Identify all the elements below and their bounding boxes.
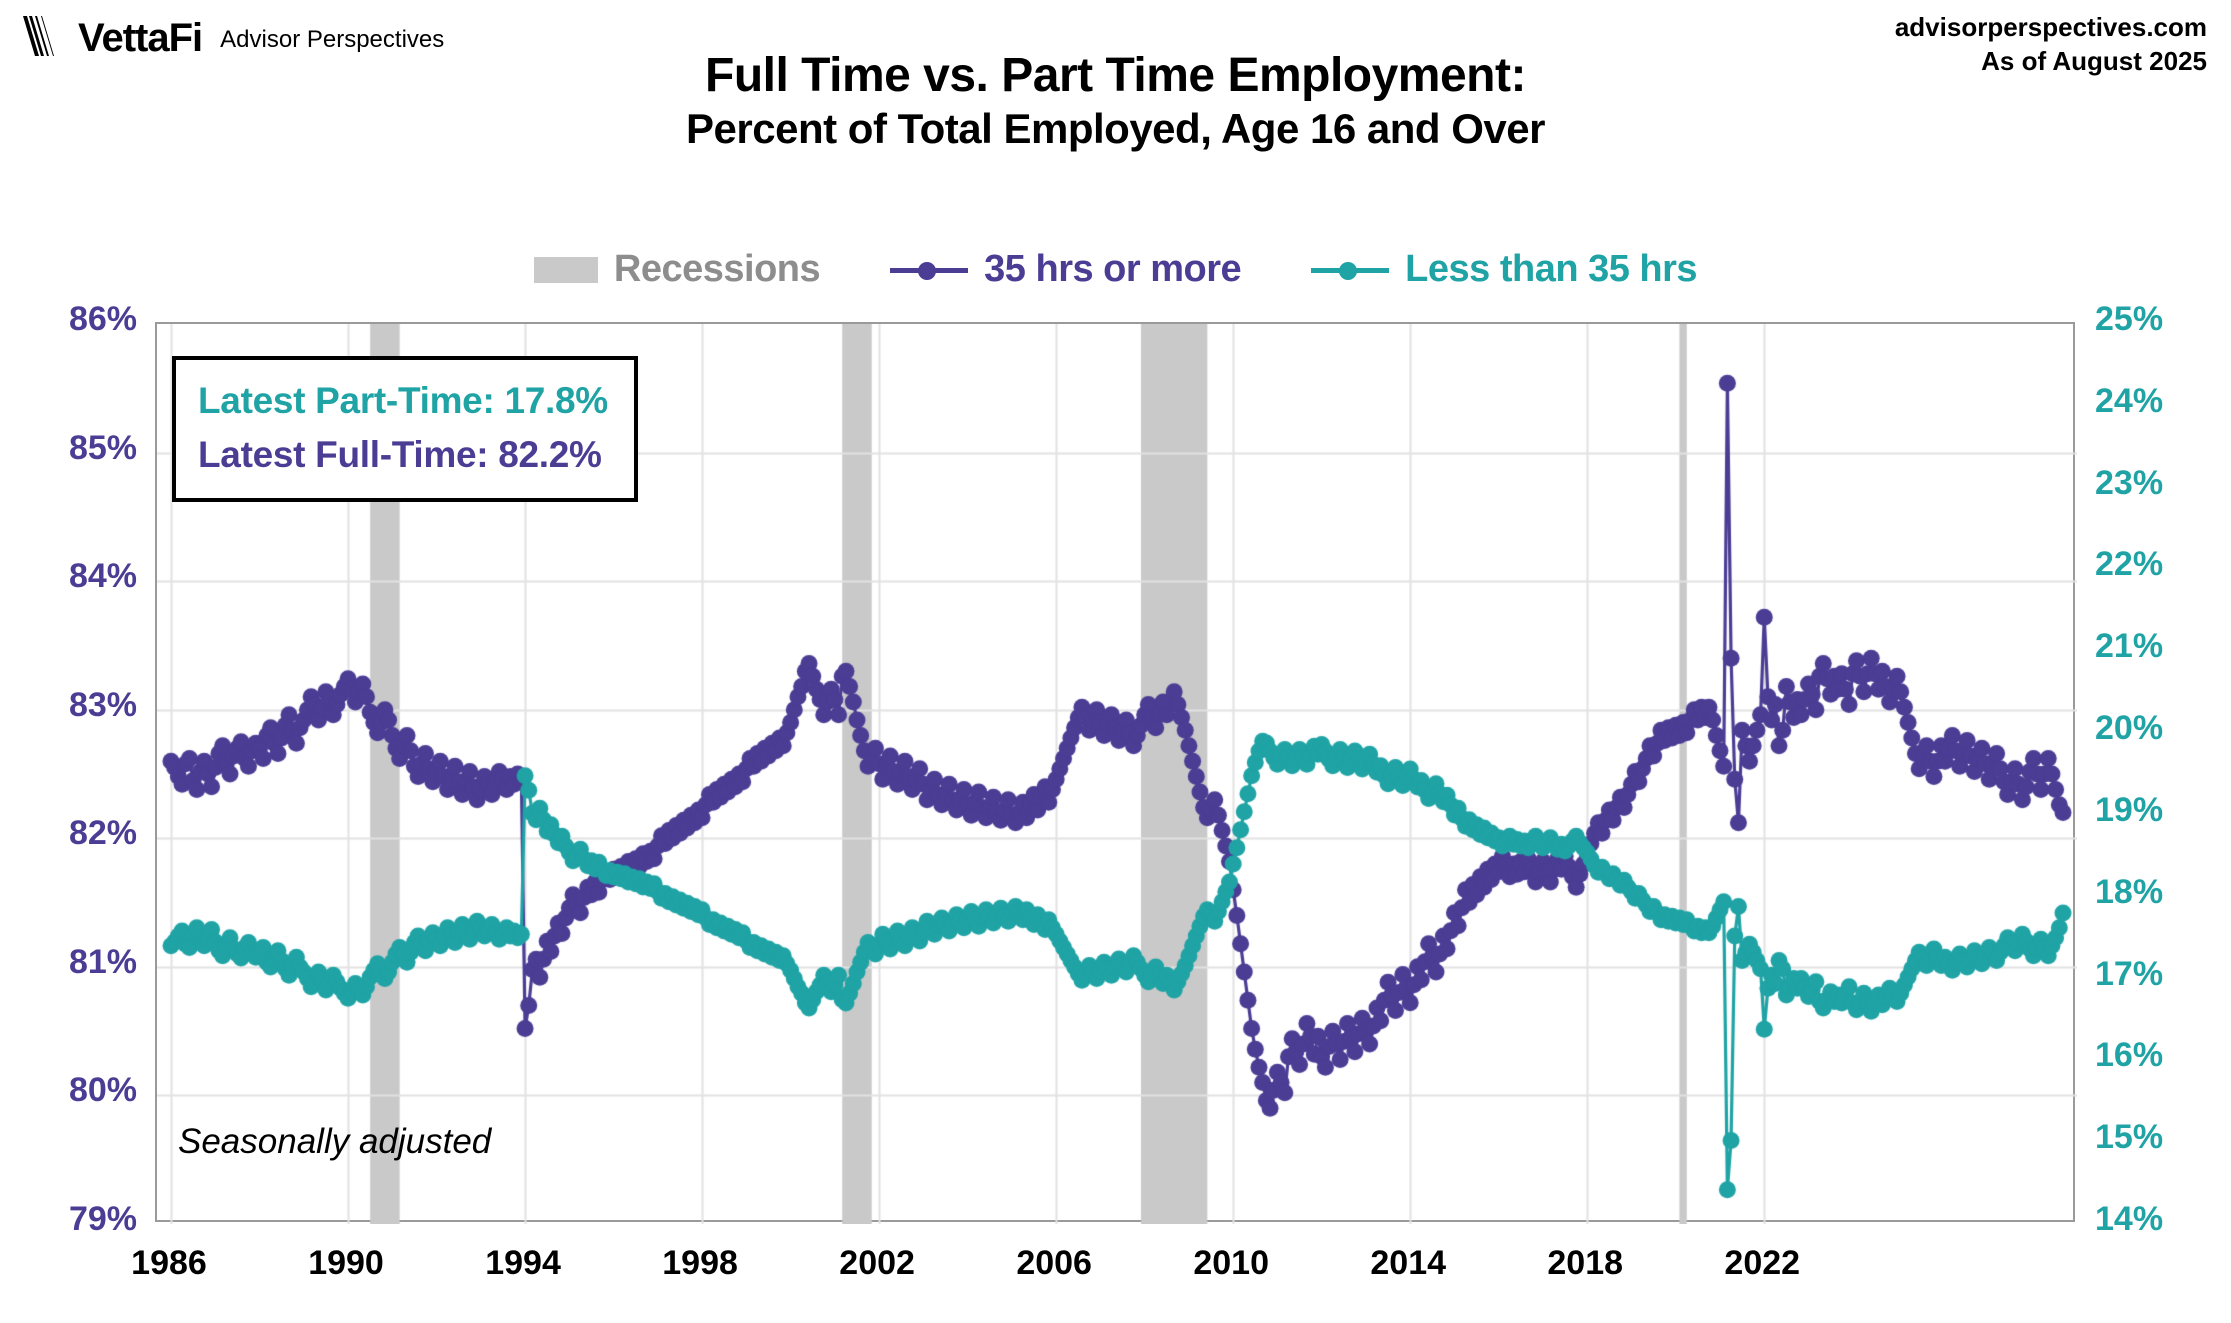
seasonally-adjusted-note: Seasonally adjusted: [178, 1122, 492, 1161]
legend-label-full-time: 35 hrs or more: [984, 248, 1242, 290]
left-tick-85: 85%: [68, 428, 137, 467]
right-tick-24: 24%: [2095, 381, 2164, 420]
legend-item-full-time[interactable]: 35 hrs or more: [890, 248, 1242, 291]
left-tick-81: 81%: [68, 942, 137, 981]
recession-swatch-icon: [533, 256, 598, 283]
brand-name: VettaFi: [78, 16, 203, 60]
legend-label-recessions: Recessions: [613, 248, 821, 290]
annotation-full-time: Latest Full-Time: 82.2%: [198, 434, 602, 475]
source-site: advisorperspectives.com: [1894, 12, 2207, 42]
left-tick-79: 79%: [68, 1200, 137, 1238]
legend-label-part-time: Less than 35 hrs: [1405, 248, 1698, 290]
x-tick-2006: 2006: [1016, 1244, 1092, 1282]
left-tick-83: 83%: [68, 685, 137, 724]
latest-values-annotation: Latest Part-Time: 17.8% Latest Full-Time…: [172, 356, 638, 502]
legend-item-part-time[interactable]: Less than 35 hrs: [1311, 248, 1698, 291]
right-tick-17: 17%: [2095, 954, 2164, 993]
x-tick-1986: 1986: [131, 1244, 207, 1282]
left-tick-80: 80%: [68, 1071, 137, 1110]
x-tick-1998: 1998: [662, 1244, 738, 1282]
chart-title-line2: Percent of Total Employed, Age 16 and Ov…: [686, 105, 1545, 152]
legend-item-recessions[interactable]: Recessions: [533, 248, 821, 291]
x-tick-2014: 2014: [1370, 1244, 1447, 1282]
right-tick-16: 16%: [2095, 1036, 2164, 1075]
left-tick-84: 84%: [68, 557, 137, 596]
page-header: VettaFi Advisor Perspectives advisorpers…: [0, 0, 2231, 76]
brand-logo: VettaFi Advisor Perspectives: [22, 14, 444, 58]
part-time-line-icon: [1311, 257, 1390, 283]
annotation-part-time: Latest Part-Time: 17.8%: [198, 380, 608, 421]
left-tick-86: 86%: [68, 300, 137, 338]
right-tick-15: 15%: [2095, 1118, 2164, 1157]
right-tick-20: 20%: [2095, 709, 2164, 748]
right-tick-19: 19%: [2095, 790, 2164, 829]
brand-subtitle: Advisor Perspectives: [220, 26, 445, 53]
x-tick-2010: 2010: [1193, 1244, 1269, 1282]
source-block: advisorperspectives.com As of August 202…: [1895, 10, 2207, 78]
right-tick-25: 25%: [2095, 300, 2164, 338]
chart-legend: Recessions 35 hrs or more Less than 35 h…: [0, 248, 2231, 291]
full-time-line-icon: [890, 257, 969, 283]
x-tick-2018: 2018: [1547, 1244, 1624, 1282]
right-tick-22: 22%: [2095, 545, 2164, 584]
x-tick-2022: 2022: [1724, 1244, 1801, 1282]
right-tick-14: 14%: [2095, 1200, 2164, 1238]
x-tick-1994: 1994: [485, 1244, 561, 1282]
right-tick-21: 21%: [2095, 627, 2164, 666]
vettafi-v-mark-icon: [23, 16, 54, 56]
right-tick-23: 23%: [2095, 463, 2164, 502]
right-tick-18: 18%: [2095, 872, 2164, 911]
left-tick-82: 82%: [68, 814, 137, 853]
chart-title-line1: Full Time vs. Part Time Employment:: [705, 49, 1526, 102]
x-tick-2002: 2002: [839, 1244, 915, 1282]
x-tick-1990: 1990: [308, 1244, 384, 1282]
source-date: As of August 2025: [1981, 46, 2207, 76]
